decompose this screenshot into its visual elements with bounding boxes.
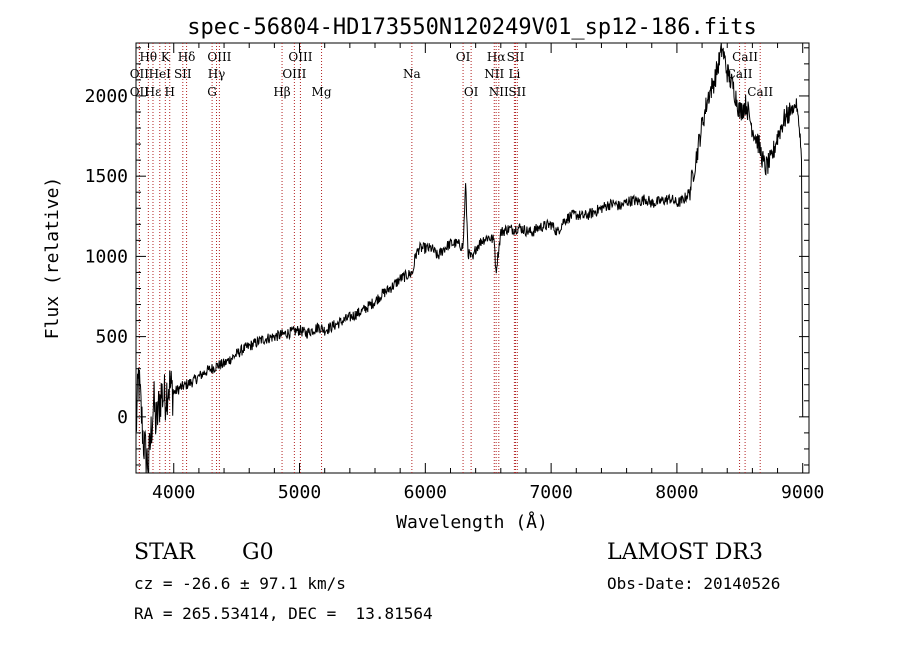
y-axis-label: Flux (relative): [42, 177, 63, 340]
x-tick-label-6000: 6000: [404, 482, 447, 503]
marker-label-18: OI: [464, 85, 479, 99]
marker-label-8: Hδ: [178, 50, 196, 64]
x-tick-label-4000: 4000: [152, 482, 195, 503]
marker-label-20: NII: [484, 67, 504, 81]
marker-label-3: Hε: [145, 85, 162, 99]
object-class: STAR: [134, 540, 195, 565]
marker-label-19: Hα: [487, 50, 506, 64]
marker-label-17: OI: [456, 50, 471, 64]
x-tick-label-9000: 9000: [781, 482, 824, 503]
obs-date: Obs-Date: 20140526: [607, 574, 781, 593]
redshift-cz: cz = -26.6 ± 97.1 km/s: [134, 574, 346, 593]
marker-label-26: CaII: [727, 67, 753, 81]
marker-label-12: Hβ: [273, 85, 290, 99]
y-tick-label-1000: 1000: [85, 246, 128, 267]
marker-label-25: CaII: [732, 50, 758, 64]
marker-label-6: H: [164, 85, 174, 99]
marker-label-7: SII: [174, 67, 192, 81]
marker-label-11: G: [207, 85, 217, 99]
marker-label-10: Hγ: [208, 67, 226, 81]
marker-label-27: CaII: [747, 85, 773, 99]
axis-ticks: 4000 5000 6000 7000 8000 9000 0 500 1000 1500 2000: [85, 43, 824, 503]
plot-frame: [135, 42, 810, 474]
x-tick-label-5000: 5000: [278, 482, 321, 503]
marker-label-0: Hθ: [139, 50, 157, 64]
x-tick-label-8000: 8000: [655, 482, 698, 503]
y-tick-label-0: 0: [117, 407, 128, 428]
marker-label-16: Na: [403, 67, 421, 81]
marker-label-21: NII: [489, 85, 509, 99]
y-tick-label-1500: 1500: [85, 166, 128, 187]
x-tick-label-7000: 7000: [529, 482, 572, 503]
ra-dec: RA = 265.53414, DEC = 13.81564: [134, 604, 433, 623]
marker-label-22: SII: [507, 50, 525, 64]
marker-label-15: Mg: [312, 85, 332, 99]
y-tick-label-500: 500: [95, 327, 128, 348]
object-subclass: G0: [242, 540, 274, 565]
y-tick-label-2000: 2000: [85, 86, 128, 107]
marker-label-9: OIII: [207, 50, 231, 64]
marker-label-5: K: [161, 50, 171, 64]
chart-title: spec-56804-HD173550N120249V01_sp12-186.f…: [187, 15, 757, 40]
spectrum-line: [135, 42, 804, 474]
x-axis-label: Wavelength (Å): [396, 511, 548, 533]
survey-name: LAMOST DR3: [607, 540, 763, 565]
marker-label-14: OIII: [288, 50, 312, 64]
marker-label-24: SII: [508, 85, 526, 99]
marker-label-13: OIII: [282, 67, 306, 81]
marker-label-4: HeI: [149, 67, 172, 81]
marker-label-23: Li: [508, 67, 520, 81]
